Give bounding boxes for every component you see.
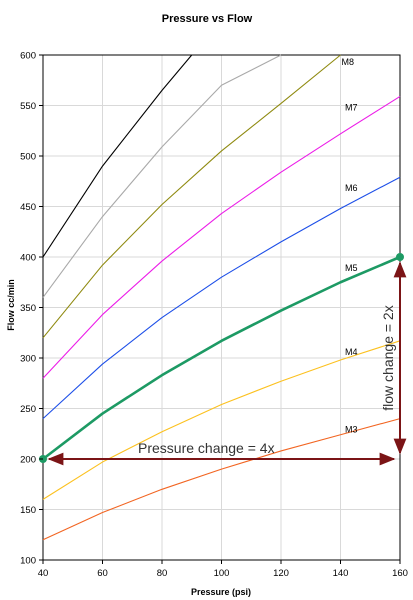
series-line-unlabeled — [42, 54, 193, 258]
x-tick-label: 100 — [214, 568, 230, 579]
y-tick-label: 350 — [20, 303, 36, 314]
y-tick-label: 600 — [20, 51, 36, 62]
series-labels: M3 M4 M5 M6 M7 M8 — [342, 57, 358, 435]
x-tick-label: 80 — [157, 568, 168, 579]
y-axis-ticks: 100 150 200 250 300 350 400 450 500 550 600 — [20, 51, 43, 567]
y-tick-label: 400 — [20, 253, 36, 264]
flow-change-label: flow change = 2x — [380, 305, 396, 410]
pressure-change-label: Pressure change = 4x — [138, 440, 275, 456]
y-axis-title: Flow cc/min — [6, 279, 16, 331]
series-label-m5: M5 — [345, 263, 358, 273]
y-tick-label: 300 — [20, 354, 36, 365]
chart-title: Pressure vs Flow — [162, 13, 253, 25]
series-label-m7: M7 — [345, 102, 358, 112]
x-axis-ticks: 40 60 80 100 120 140 160 — [38, 560, 408, 579]
series-line-unlabeled — [42, 54, 282, 298]
annotations: Pressure change = 4x flow change = 2x — [39, 253, 407, 466]
y-tick-label: 150 — [20, 505, 36, 516]
x-tick-label: 40 — [38, 568, 49, 579]
series-label-m4: M4 — [345, 347, 358, 357]
y-tick-label: 100 — [20, 556, 36, 567]
series-line-m6 — [42, 176, 401, 420]
x-tick-label: 160 — [392, 568, 408, 579]
x-axis-title: Pressure (psi) — [191, 587, 251, 597]
grid — [43, 55, 400, 560]
series-label-m8: M8 — [342, 57, 355, 67]
series-line-m5 — [42, 255, 401, 461]
y-tick-label: 250 — [20, 404, 36, 415]
x-tick-label: 60 — [97, 568, 108, 579]
x-tick-label: 140 — [333, 568, 349, 579]
y-tick-label: 500 — [20, 152, 36, 163]
x-tick-label: 120 — [273, 568, 289, 579]
highlight-point — [396, 253, 404, 261]
series-line-m7 — [42, 95, 401, 379]
y-tick-label: 550 — [20, 101, 36, 112]
y-tick-label: 200 — [20, 455, 36, 466]
series-label-m6: M6 — [345, 183, 358, 193]
series-line-m3 — [42, 418, 401, 541]
series-label-m3: M3 — [345, 425, 358, 435]
series-line-m8 — [42, 54, 341, 339]
y-tick-label: 450 — [20, 202, 36, 213]
